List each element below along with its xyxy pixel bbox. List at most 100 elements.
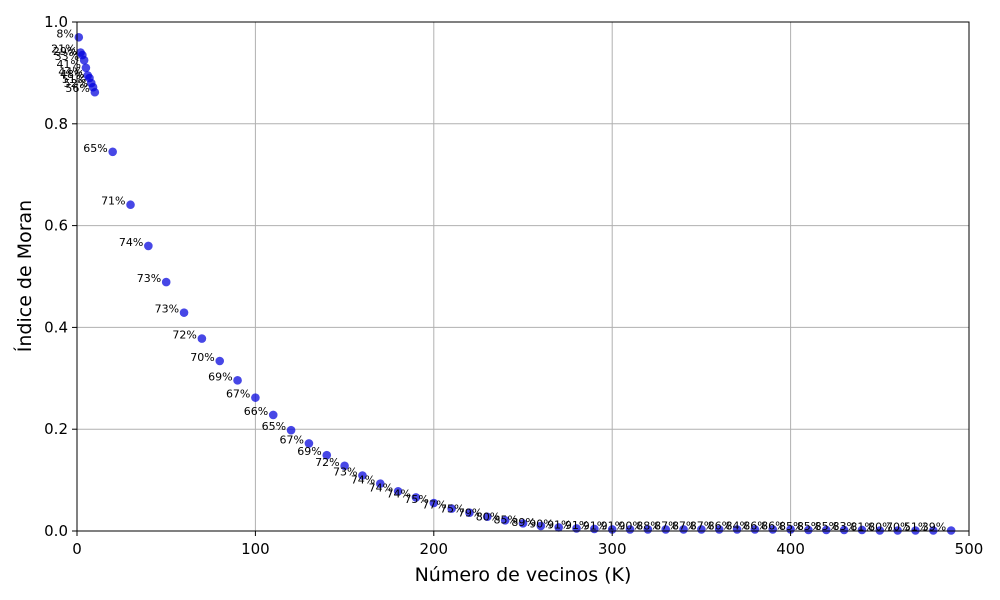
data-label: 80% — [868, 520, 892, 533]
data-label: 85% — [815, 520, 839, 533]
x-axis-label: Número de vecinos (K) — [415, 564, 632, 586]
data-label: 51% — [904, 520, 928, 533]
data-label: 52% — [64, 77, 88, 90]
y-tick-label: 0.6 — [44, 217, 68, 235]
x-tick-label: 100 — [241, 540, 270, 558]
data-label: 88% — [636, 519, 660, 532]
data-point — [607, 525, 617, 534]
data-label: 87% — [672, 519, 696, 532]
data-label: 65% — [262, 420, 286, 433]
data-point — [643, 525, 653, 534]
data-point — [268, 410, 278, 420]
data-point — [251, 393, 260, 402]
data-label: 8% — [56, 27, 73, 40]
y-tick-label: 0.4 — [44, 318, 68, 336]
data-label: 80% — [476, 510, 500, 523]
data-label: 73% — [137, 272, 161, 285]
data-point — [79, 55, 89, 65]
data-label: 85% — [779, 520, 803, 533]
y-tick-label: 0.2 — [44, 420, 68, 438]
data-label: 77% — [422, 499, 446, 512]
y-axis-label: Índice de Moran — [13, 200, 36, 352]
data-label: 79% — [458, 507, 482, 520]
data-point — [447, 504, 456, 513]
data-point — [946, 526, 956, 535]
y-tick-label: 1.0 — [44, 13, 68, 31]
x-tick-label: 400 — [776, 540, 805, 558]
data-label: 73% — [155, 303, 179, 316]
data-label: 72% — [315, 456, 339, 469]
data-point — [215, 356, 225, 366]
data-label: 89% — [511, 516, 535, 529]
x-tick-label: 300 — [598, 540, 627, 558]
data-label: 41% — [56, 58, 80, 71]
data-label: 86% — [743, 519, 767, 532]
data-point — [465, 508, 474, 517]
data-label: 86% — [761, 519, 785, 532]
data-point — [304, 439, 314, 448]
plot-frame — [76, 21, 970, 532]
data-point — [108, 147, 117, 157]
data-label: 87% — [690, 519, 714, 532]
data-label: 39% — [922, 520, 946, 533]
data-point — [340, 461, 349, 471]
x-tick-label: 500 — [955, 540, 984, 558]
y-tick-label: 0.0 — [44, 522, 68, 540]
data-label: 29% — [53, 45, 77, 58]
data-label: 74% — [369, 481, 393, 494]
y-tick-label: 0.8 — [44, 115, 68, 133]
data-label: 90% — [529, 517, 553, 530]
data-point — [911, 526, 920, 535]
data-point — [929, 526, 938, 535]
data-label: 65% — [83, 142, 107, 155]
data-point — [144, 241, 153, 251]
data-point — [839, 525, 849, 535]
data-label: 56% — [65, 82, 89, 95]
data-labels: 8%21%29%33%41%44%48%51%52%56%65%71%74%73… — [51, 27, 946, 533]
data-label: 85% — [797, 520, 821, 533]
data-points — [74, 32, 956, 535]
data-point — [161, 277, 171, 287]
data-label: 48% — [60, 68, 84, 81]
data-label: 90% — [618, 519, 642, 532]
data-point — [518, 519, 528, 528]
data-label: 91% — [565, 519, 589, 532]
data-point — [74, 32, 84, 42]
data-point — [90, 87, 100, 97]
x-tick-label: 0 — [72, 540, 82, 558]
data-point — [857, 525, 867, 535]
data-point — [375, 479, 385, 488]
data-label: 75% — [440, 503, 464, 516]
data-point — [233, 376, 242, 385]
data-label: 72% — [172, 329, 196, 342]
data-label: 74% — [119, 236, 143, 249]
data-label: 81% — [850, 520, 874, 533]
data-point — [750, 525, 760, 534]
data-point — [500, 516, 510, 525]
data-point — [429, 498, 439, 508]
data-point — [536, 521, 546, 531]
data-label: 87% — [654, 519, 678, 532]
data-point — [697, 525, 706, 534]
data-label: 21% — [51, 43, 75, 56]
data-label: 33% — [55, 50, 79, 63]
data-point — [625, 525, 635, 534]
data-point — [322, 450, 332, 460]
axis-ticks: 0 100 200 300 400 500 0.0 0.2 0.4 0.6 0.8 1.0 — [44, 13, 983, 558]
data-label: 67% — [279, 433, 303, 446]
data-label: 69% — [208, 370, 232, 383]
data-label: 66% — [244, 405, 268, 418]
data-point — [768, 525, 778, 534]
data-point — [483, 512, 492, 522]
data-point — [893, 526, 902, 535]
data-point — [81, 63, 91, 73]
data-point — [393, 486, 403, 496]
data-label: 70% — [190, 351, 214, 364]
data-point — [786, 525, 795, 534]
data-point — [197, 334, 207, 343]
data-point — [679, 525, 688, 534]
data-label: 91% — [601, 519, 625, 532]
data-point — [732, 525, 742, 534]
